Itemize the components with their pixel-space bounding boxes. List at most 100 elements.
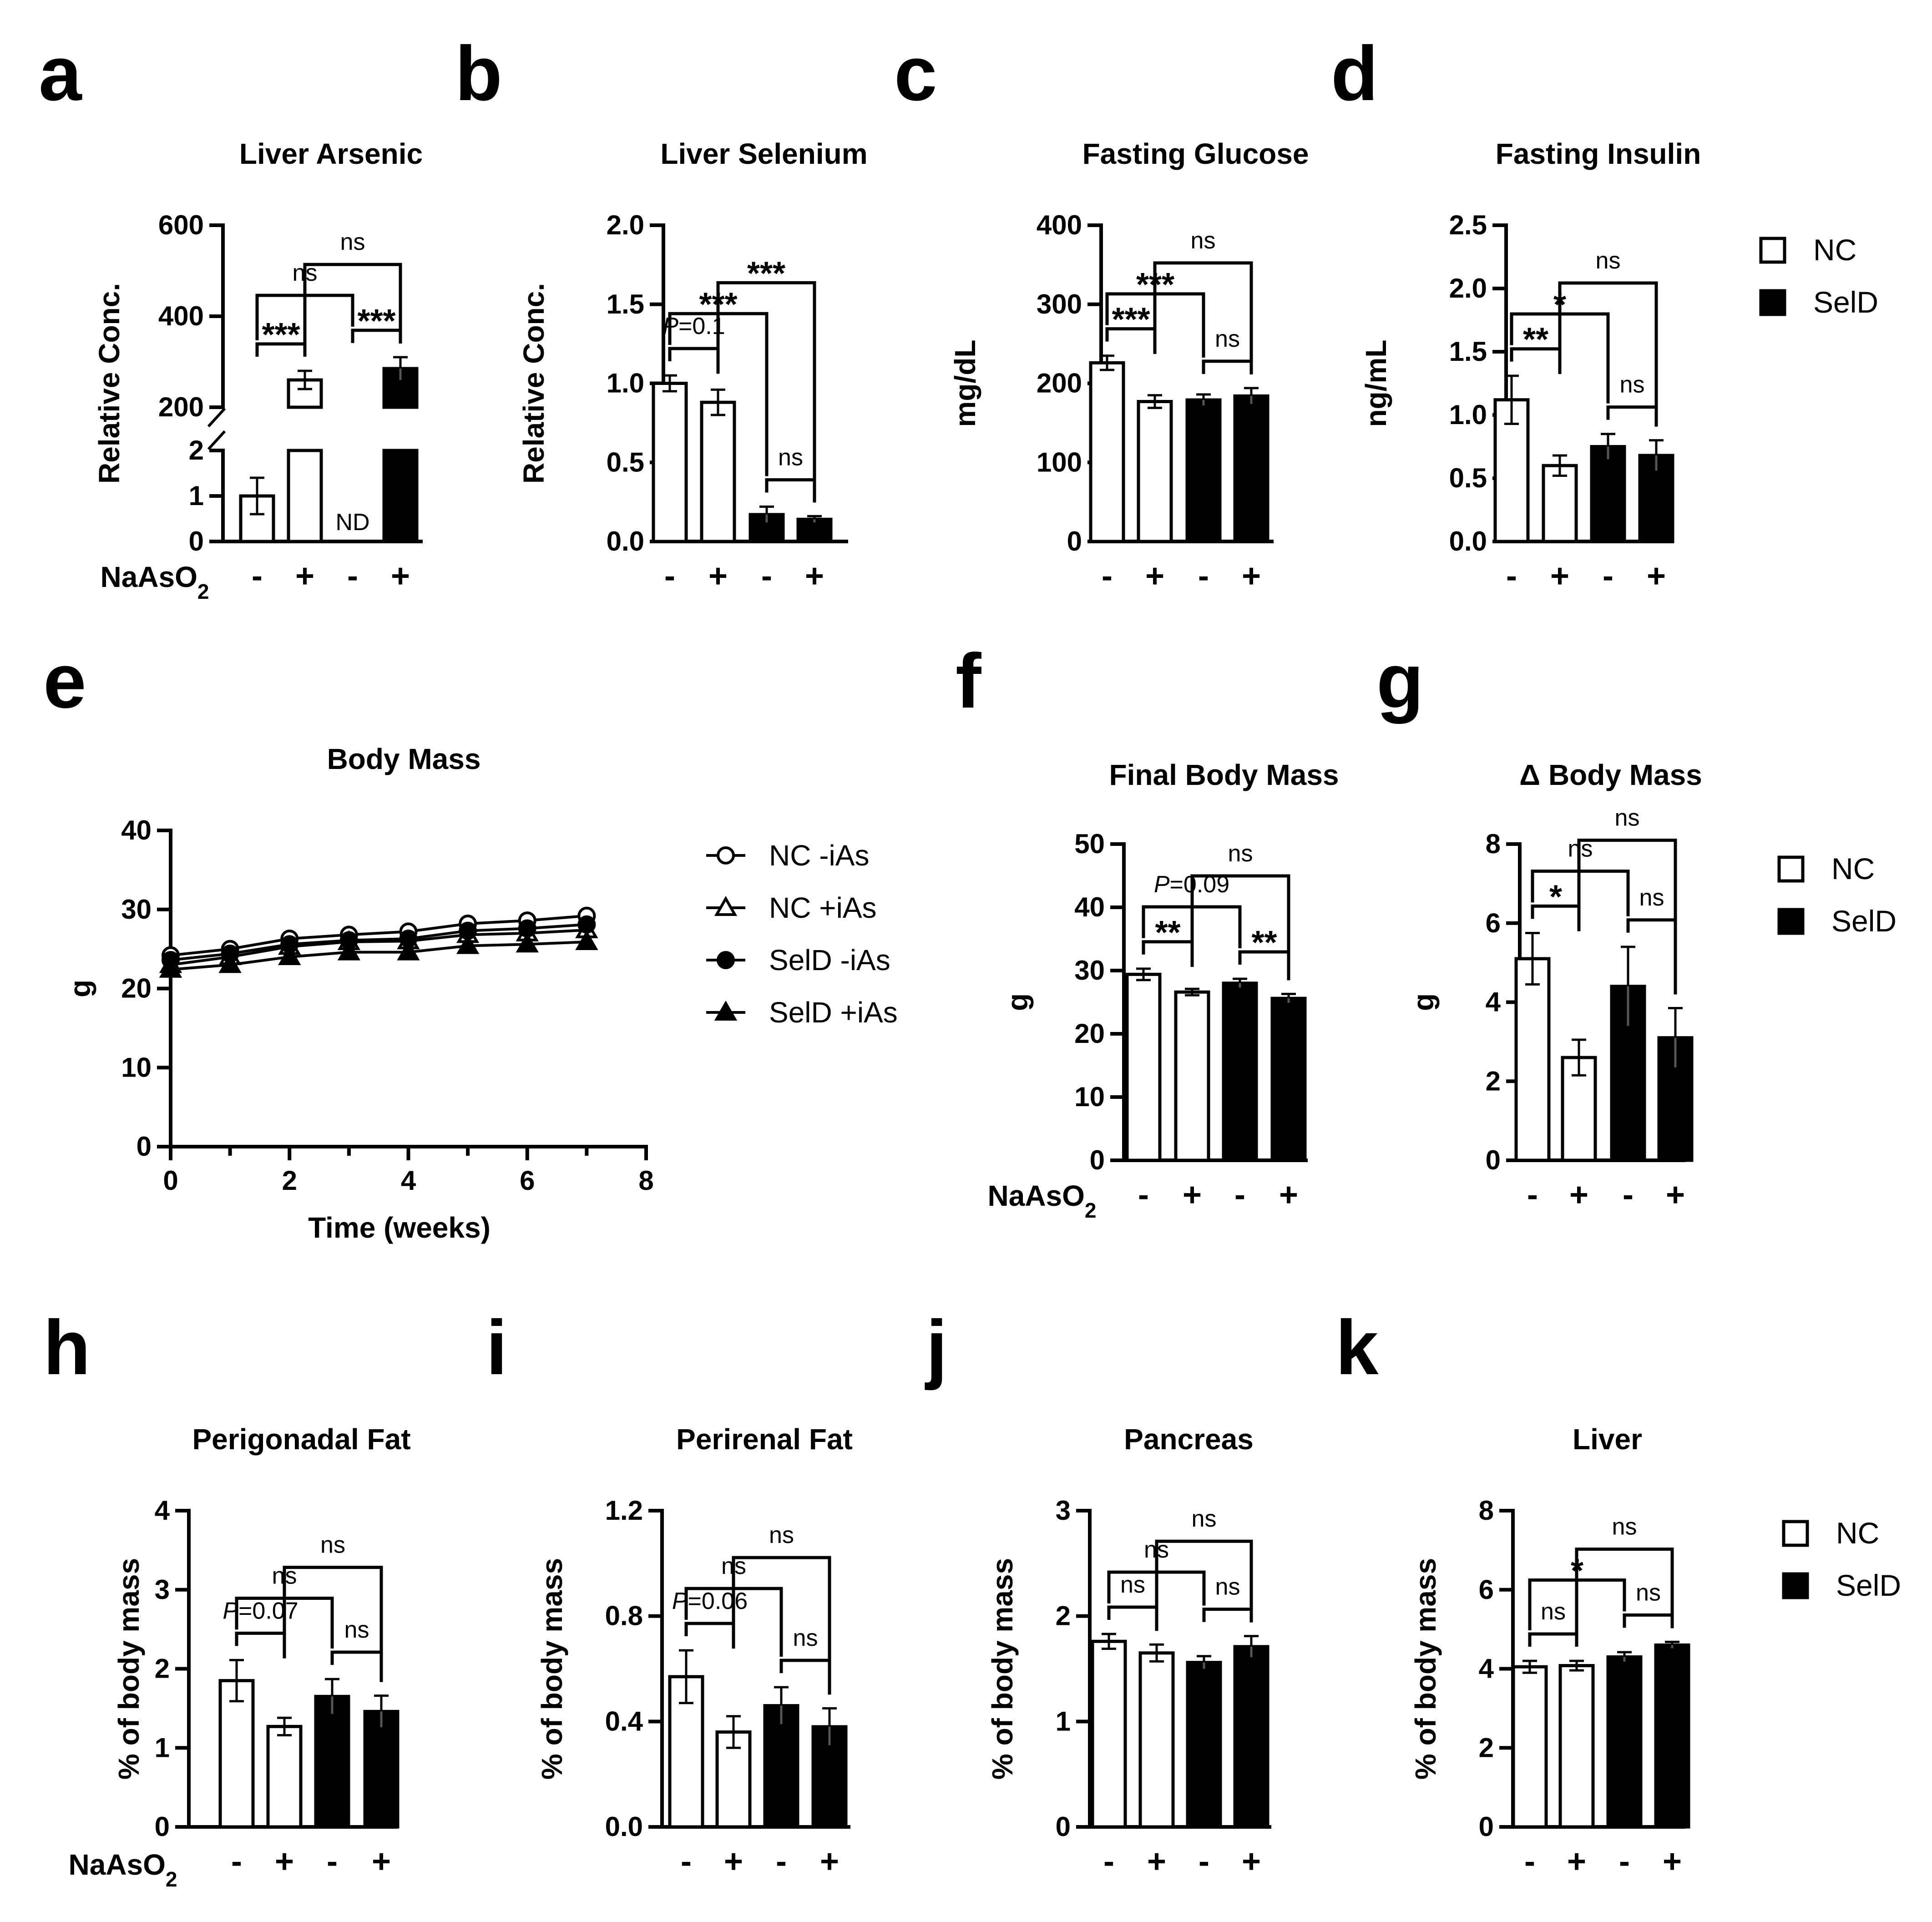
x-tick-label-e: 0 <box>163 1165 178 1196</box>
legend-swatch-seld <box>1777 908 1805 935</box>
treatment-symbol-f: + <box>1279 1177 1298 1213</box>
y-tick-label-k: 8 <box>1479 1495 1494 1526</box>
legend-label-nc: NC <box>1836 1516 1879 1550</box>
y-axis-label-h: % of body mass <box>112 1558 145 1780</box>
panel-letter-c: c <box>894 30 937 117</box>
significance-2-3-label: ns <box>1215 326 1240 352</box>
data-point-seld-+ias <box>218 953 242 973</box>
y-tick-label-e: 30 <box>121 894 152 925</box>
significance-2-3-label: ns <box>1215 1574 1240 1600</box>
significance-1-3-label: ns <box>1596 248 1621 274</box>
significance-bracket-1-3 <box>1153 261 1253 374</box>
panel-letter-e: e <box>43 638 86 724</box>
y-tick-label-d: 1.0 <box>1449 400 1487 430</box>
group-legend-2: NC SelD <box>1782 1516 1901 1602</box>
y-tick-label-c: 300 <box>1037 289 1082 319</box>
data-point-seld-+ias <box>278 945 301 965</box>
significance-bracket-0-1 <box>1528 1632 1578 1647</box>
y-axis-label-k: % of body mass <box>1409 1558 1442 1780</box>
treatment-symbol-i: - <box>681 1843 692 1880</box>
significance-0-1-label: P=0.06 <box>672 1588 748 1614</box>
bar-b <box>796 517 833 543</box>
y-tick-label-a: 200 <box>158 392 204 422</box>
significance-bracket-1-3 <box>1577 839 1677 995</box>
y-axis-label-f: g <box>1001 993 1034 1011</box>
y-tick-label-e: 0 <box>137 1131 152 1162</box>
y-tick-label-a: 2 <box>189 435 204 465</box>
legend-marker-2 <box>717 951 735 969</box>
y-tick-label-f: 10 <box>1074 1082 1105 1112</box>
y-tick-label-i: 0.8 <box>605 1601 643 1631</box>
y-tick-label-f: 0 <box>1090 1145 1105 1175</box>
group-legend-1: NC SelD <box>1777 852 1897 938</box>
bar-j <box>1138 1651 1175 1829</box>
y-tick-label-i: 0.4 <box>605 1706 643 1736</box>
bar-c <box>1233 394 1269 543</box>
y-axis-label-e: g <box>64 980 96 997</box>
significance-bracket-1-3 <box>1558 281 1658 427</box>
treatment-symbol-c: - <box>1198 558 1209 594</box>
treatment-symbol-b: + <box>708 558 728 594</box>
significance-1-3-label: ns <box>340 229 365 255</box>
y-tick-label-b: 0.0 <box>607 526 644 556</box>
treatment-symbol-f: - <box>1138 1177 1149 1213</box>
significance-1-3-label: ns <box>1228 840 1253 867</box>
treatment-symbol-k: - <box>1524 1843 1535 1880</box>
legend-label-seld: SelD <box>1836 1568 1901 1602</box>
significance-1-3-label: ns <box>769 1522 794 1548</box>
legend-swatch-seld <box>1782 1572 1809 1599</box>
y-tick-label-g: 6 <box>1486 908 1501 938</box>
y-tick-label-k: 6 <box>1479 1574 1494 1605</box>
bar-j <box>1091 1639 1127 1829</box>
treatment-label-h: NaAsO2 <box>69 1848 177 1891</box>
chart-title-b: Liver Selenium <box>660 137 867 170</box>
treatment-symbol-k: - <box>1619 1843 1630 1880</box>
treatment-symbol-k: + <box>1663 1843 1682 1880</box>
legend-marker-0 <box>717 846 735 865</box>
significance-0-1-label: ** <box>1523 322 1548 358</box>
y-tick-label-c: 0 <box>1067 526 1082 556</box>
chart-title-d: Fasting Insulin <box>1496 137 1701 170</box>
bar-value-label-a: ND <box>335 509 369 536</box>
significance-2-3-label: ns <box>778 444 803 470</box>
series-line-nc--ias <box>170 914 587 957</box>
y-axis-label-j: % of body mass <box>986 1558 1019 1780</box>
treatment-symbol-h: - <box>327 1843 338 1880</box>
treatment-label-subscript: 2 <box>166 1867 177 1891</box>
panel-letter-d: d <box>1331 30 1378 117</box>
y-tick-label-b: 1.5 <box>607 289 644 319</box>
y-tick-label-a: 400 <box>158 301 204 331</box>
y-tick-label-i: 0.0 <box>605 1811 643 1842</box>
y-tick-label-b: 0.5 <box>607 447 644 477</box>
significance-2-3-label: *** <box>357 303 395 339</box>
y-tick-label-c: 200 <box>1037 368 1082 399</box>
data-point-seld-+ias <box>337 940 361 961</box>
significance-0-1-label: ns <box>1120 1572 1145 1598</box>
treatment-symbol-g: - <box>1527 1177 1538 1213</box>
x-tick-label-e: 4 <box>401 1165 416 1196</box>
bar-k <box>1606 1655 1643 1829</box>
treatment-symbol-b: - <box>664 558 675 594</box>
significance-0-1-label: *** <box>262 317 300 353</box>
bar-j <box>1233 1645 1269 1829</box>
legend-marker-3 <box>714 1000 738 1021</box>
treatment-symbol-d: + <box>1550 558 1569 594</box>
y-tick-label-f: 50 <box>1074 829 1105 859</box>
y-tick-label-h: 3 <box>155 1574 170 1605</box>
bar-lower-a <box>382 449 419 543</box>
treatment-symbol-d: - <box>1506 558 1517 594</box>
y-tick-label-k: 4 <box>1479 1654 1494 1684</box>
treatment-symbol-h: - <box>231 1843 242 1880</box>
significance-1-3-label: ns <box>320 1532 345 1558</box>
significance-0-1-label: *** <box>1112 302 1150 338</box>
significance-0-1-label: ns <box>1541 1598 1566 1625</box>
legend-swatch-nc <box>1759 237 1786 264</box>
y-axis-label-g: g <box>1407 993 1440 1011</box>
legend-label-2: SelD -iAs <box>769 944 890 976</box>
y-tick-label-a: 0 <box>189 526 204 556</box>
